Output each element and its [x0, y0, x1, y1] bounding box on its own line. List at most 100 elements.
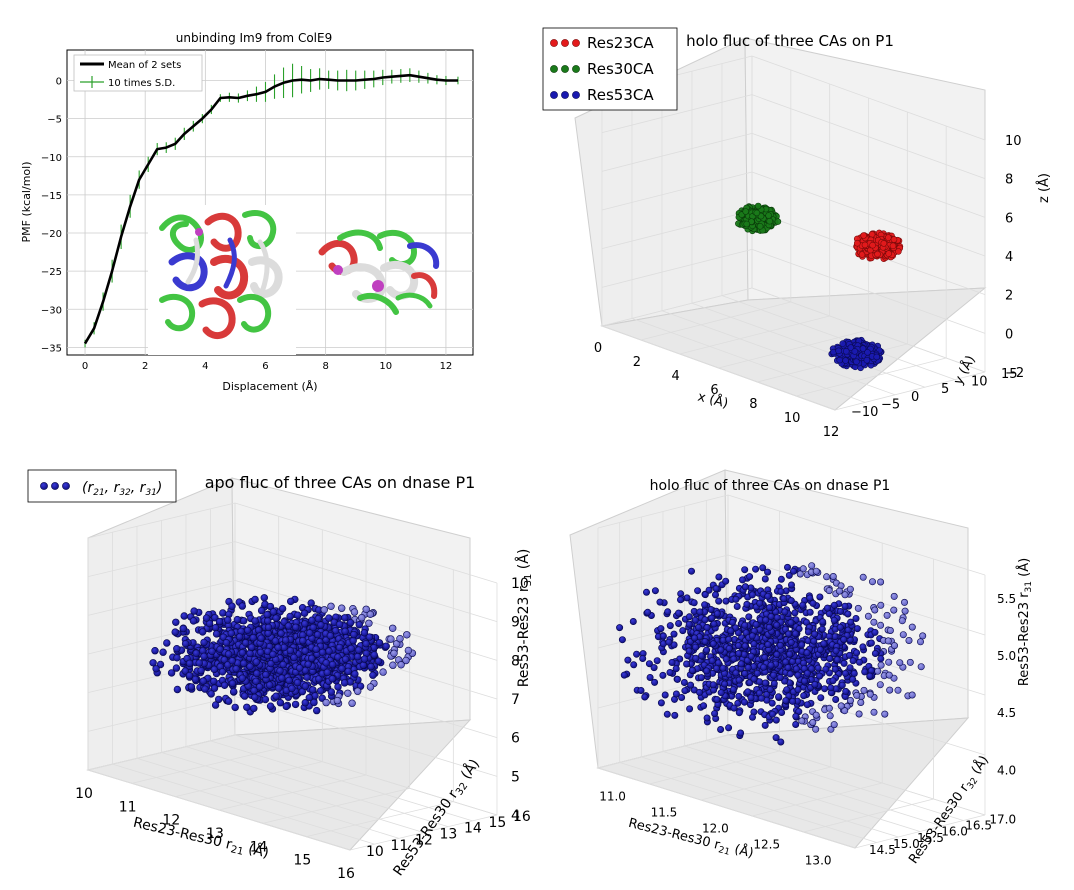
scatter-point	[841, 602, 849, 610]
scatter-point	[260, 594, 268, 602]
scatter-point	[886, 686, 894, 694]
pmf-y-tick-label: −10	[41, 153, 62, 164]
scatter-point	[659, 632, 667, 640]
scatter-point	[692, 654, 700, 662]
scatter-point	[895, 248, 902, 255]
scatter-point	[675, 609, 683, 617]
scatter-point	[355, 620, 363, 629]
scatter-point	[294, 611, 302, 619]
scatter-point	[725, 724, 733, 732]
pmf-y-tick-label: 0	[56, 77, 62, 88]
scatter-point	[305, 693, 313, 702]
scatter-point	[767, 661, 775, 669]
pmf-x-label: Displacement (Å)	[222, 380, 317, 393]
scatter-point	[220, 681, 229, 689]
scatter-point	[216, 645, 224, 653]
legend-marker	[40, 482, 48, 490]
scatter-point	[804, 628, 812, 636]
br-x-tick-label: 11.0	[599, 789, 626, 803]
legend-marker	[561, 91, 569, 99]
scatter-point	[830, 601, 838, 609]
scatter-point	[272, 614, 280, 622]
scatter-point	[358, 613, 366, 622]
scatter-point	[292, 623, 300, 631]
scatter-point	[403, 631, 411, 639]
scatter-point	[855, 710, 863, 718]
scatter-point	[272, 692, 280, 700]
scatter-point	[353, 652, 362, 661]
scatter-point	[301, 620, 309, 628]
scatter-point	[803, 669, 811, 677]
scatter-point	[735, 676, 743, 684]
scatter-point	[717, 646, 725, 654]
scatter-point	[842, 357, 849, 364]
scatter-point	[850, 669, 858, 677]
scatter-point	[773, 650, 781, 658]
scatter-point	[916, 638, 924, 646]
scatter-point	[776, 674, 784, 682]
scatter-point	[827, 684, 835, 692]
scatter-point	[854, 604, 862, 612]
scatter-point	[808, 562, 816, 570]
legend-res53ca-label: Res53CA	[587, 86, 654, 104]
scatter-point	[676, 596, 684, 604]
scatter-point	[765, 623, 773, 631]
scatter-point	[304, 660, 312, 668]
scatter-point	[861, 241, 869, 249]
scatter-point	[876, 681, 884, 689]
grid-line	[601, 171, 753, 211]
scatter-point	[849, 675, 857, 683]
scatter-point	[857, 698, 865, 706]
scatter-point	[791, 630, 799, 638]
scatter-point	[798, 641, 806, 649]
scatter-point	[765, 212, 772, 219]
scatter-point	[860, 232, 867, 239]
scatter-point	[786, 650, 794, 658]
legend-marker	[62, 482, 70, 490]
scatter-point	[231, 703, 239, 712]
tr-z-tick-label: 10	[1005, 134, 1022, 149]
br-z-tick-label: 4.0	[997, 763, 1016, 777]
scatter-point	[709, 681, 717, 689]
scatter-point	[257, 634, 265, 642]
scatter-point	[889, 242, 897, 250]
scatter-point	[172, 618, 180, 626]
grid-line	[718, 329, 869, 369]
tr-z-label: z (Å)	[1036, 173, 1052, 203]
pmf-legend-box	[73, 54, 203, 92]
scatter-point	[710, 620, 718, 628]
scatter-point	[812, 711, 820, 719]
scatter-point	[744, 688, 752, 696]
scatter-point	[264, 623, 273, 632]
grid-line	[751, 171, 986, 257]
scatter-point	[874, 250, 881, 258]
scatter-point	[700, 702, 708, 710]
grid-line	[679, 315, 830, 355]
scatter-point	[836, 623, 844, 631]
bl-x-tick-label: 15	[293, 853, 311, 869]
scatter-point	[365, 619, 373, 627]
scatter-point	[248, 643, 256, 651]
scatter-point	[822, 665, 830, 673]
scatter-point	[211, 623, 220, 632]
pmf-y-tick-label: −15	[41, 191, 62, 202]
bl-z-tick-label: 4	[511, 808, 520, 824]
scatter-point	[173, 644, 181, 653]
scatter-point	[761, 721, 769, 729]
grid-line	[601, 325, 836, 411]
grid-line	[601, 210, 753, 250]
scatter-point	[362, 639, 370, 648]
scatter-point	[794, 671, 802, 679]
scatter-point	[263, 610, 271, 619]
scatter-point	[629, 617, 637, 625]
scatter-point	[323, 668, 331, 677]
scatter-point	[859, 643, 867, 651]
scatter-point	[858, 251, 866, 258]
scatter-point	[673, 675, 681, 683]
grid-line	[751, 132, 986, 218]
tr-z-tick-label: 8	[1005, 173, 1013, 188]
scatter-point	[838, 681, 846, 689]
scatter-point	[251, 595, 259, 604]
scatter-point	[748, 591, 756, 599]
br-x-tick-label: 11.5	[651, 805, 678, 819]
